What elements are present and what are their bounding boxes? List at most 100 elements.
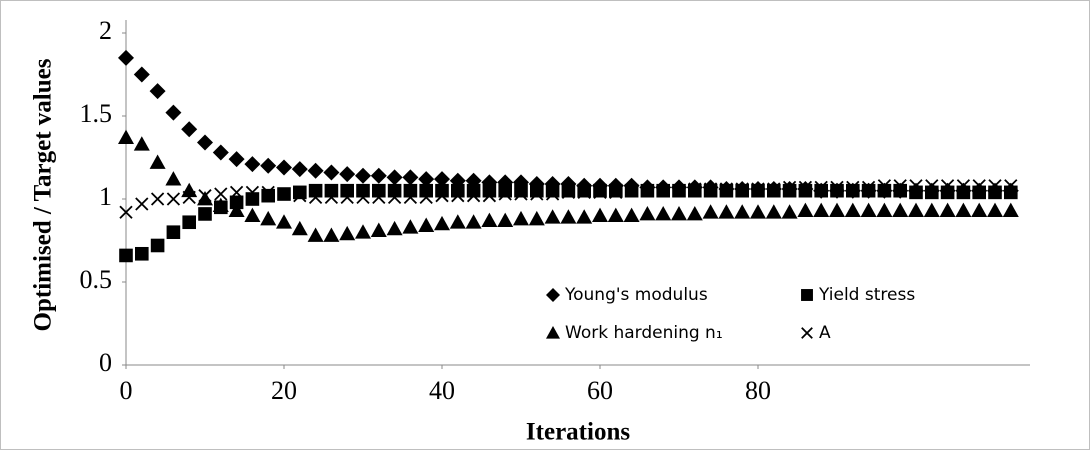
point [609, 183, 623, 198]
point [308, 190, 323, 204]
point [244, 156, 261, 173]
point [877, 183, 892, 198]
point [686, 205, 703, 221]
point [513, 210, 529, 226]
point [593, 185, 607, 199]
point [767, 183, 781, 198]
point [356, 190, 370, 204]
point [577, 183, 591, 198]
x-tick-label: 60 [587, 376, 613, 405]
point [639, 205, 656, 221]
point [434, 215, 450, 231]
legend-label: Young's modulus [564, 285, 708, 305]
y-tick-label: 0.5 [80, 265, 113, 294]
point [245, 192, 260, 206]
point [781, 204, 798, 219]
point [672, 184, 686, 198]
point [656, 184, 670, 198]
point [939, 202, 956, 218]
point [861, 183, 876, 198]
point [387, 183, 402, 198]
legend-label: A [819, 323, 831, 343]
point [955, 202, 972, 218]
point [276, 159, 292, 176]
point [624, 184, 639, 198]
point [340, 183, 354, 198]
point [434, 171, 450, 188]
point [435, 189, 449, 203]
point [561, 185, 576, 199]
point [197, 191, 213, 206]
point [640, 184, 655, 198]
point [751, 183, 765, 198]
point [655, 205, 672, 221]
point [119, 248, 133, 263]
point [419, 190, 433, 204]
point [592, 207, 608, 222]
point [482, 183, 497, 198]
point [372, 190, 386, 204]
point [466, 189, 481, 203]
point [688, 183, 702, 198]
point [702, 204, 719, 219]
point [609, 185, 623, 199]
point [229, 185, 244, 199]
point [876, 202, 893, 218]
point [370, 222, 387, 237]
point [893, 179, 907, 193]
point [133, 66, 150, 83]
point [198, 207, 212, 221]
point [323, 164, 340, 181]
point [860, 202, 877, 218]
point [814, 183, 828, 198]
x-tick-label: 80 [745, 376, 771, 405]
point [293, 185, 307, 200]
point [607, 207, 624, 222]
point [228, 151, 245, 168]
point [844, 202, 861, 218]
point [813, 202, 830, 218]
point [971, 202, 988, 218]
point [451, 189, 465, 203]
y-axis-title: Optimised / Target values [30, 58, 57, 331]
point [212, 144, 229, 161]
point [514, 183, 528, 198]
point [370, 167, 387, 184]
point [166, 192, 181, 206]
point [260, 210, 277, 226]
point [940, 179, 955, 193]
point [435, 183, 449, 198]
point [244, 207, 261, 222]
point [925, 179, 939, 193]
point [988, 185, 1002, 200]
point [386, 220, 403, 236]
point [908, 202, 924, 218]
legend-marker [801, 289, 813, 301]
point [814, 180, 828, 195]
point [703, 183, 718, 198]
point [782, 183, 797, 198]
point [118, 49, 134, 66]
point [498, 187, 512, 201]
point [182, 190, 196, 204]
point [893, 183, 907, 198]
point [449, 214, 466, 229]
legend-marker [801, 327, 813, 339]
point [197, 134, 213, 151]
point [956, 179, 971, 193]
point [830, 183, 844, 198]
point [293, 189, 307, 203]
point [593, 183, 607, 198]
point [339, 166, 356, 183]
point [751, 182, 765, 196]
point [688, 182, 702, 196]
point [386, 169, 403, 186]
legend-label: Yield stress [818, 285, 915, 305]
point [324, 183, 339, 198]
point [1004, 179, 1018, 193]
point [212, 197, 229, 213]
point [530, 183, 544, 198]
legend-marker [546, 326, 560, 339]
